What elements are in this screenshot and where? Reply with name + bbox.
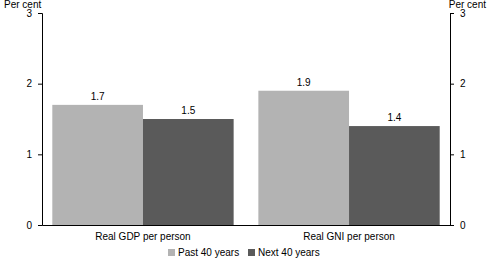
tick-label: 1 — [460, 149, 466, 160]
tick-mark — [450, 225, 454, 226]
tick-mark — [38, 84, 42, 85]
tick-label: 0 — [460, 220, 466, 231]
tick: 1 — [450, 149, 466, 160]
x-axis: Real GDP per person Real GNI per person — [43, 225, 451, 242]
tick-label: 0 — [26, 220, 32, 231]
tick-mark — [38, 154, 42, 155]
bar — [349, 126, 440, 225]
bars — [52, 91, 439, 225]
tick-label: 1 — [26, 149, 32, 160]
axis-title: Per cent — [4, 0, 41, 10]
tick-label: Real GNI per person — [303, 231, 395, 242]
legend-label: Next 40 years — [258, 247, 320, 258]
tick-mark — [450, 13, 454, 14]
tick-mark — [450, 154, 454, 155]
axis-line — [43, 225, 451, 226]
tick: 0 — [26, 220, 42, 231]
legend-swatch — [248, 249, 255, 256]
tick: Real GNI per person — [303, 225, 395, 242]
y2-axis: 0123 — [450, 8, 466, 231]
data-label: 1.5 — [181, 105, 195, 116]
tick-label: 2 — [460, 78, 466, 89]
tick-mark — [38, 13, 42, 14]
tick: 0 — [450, 220, 466, 231]
y-axis: 0123 — [26, 8, 42, 231]
tick: Real GDP per person — [95, 225, 190, 242]
tick: 2 — [450, 78, 466, 89]
tick: 1 — [26, 149, 42, 160]
legend: Past 40 years Next 40 years — [168, 247, 320, 258]
tick-label: 2 — [26, 78, 32, 89]
data-label: 1.9 — [297, 77, 311, 88]
tick-mark — [450, 84, 454, 85]
bar — [143, 119, 234, 225]
axis-title: Per cent — [449, 0, 486, 10]
tick-label: Real GDP per person — [95, 231, 190, 242]
axis-line — [38, 14, 43, 226]
legend-label: Past 40 years — [178, 247, 239, 258]
bar — [52, 105, 143, 225]
axis-line — [451, 14, 455, 226]
legend-swatch — [168, 249, 175, 256]
data-label: 1.7 — [91, 91, 105, 102]
data-label: 1.4 — [387, 112, 401, 123]
tick-mark — [38, 225, 42, 226]
chart: 1.71.91.51.401230123Real GDP per personR… — [0, 0, 490, 264]
tick: 2 — [26, 78, 42, 89]
bar — [258, 91, 349, 225]
